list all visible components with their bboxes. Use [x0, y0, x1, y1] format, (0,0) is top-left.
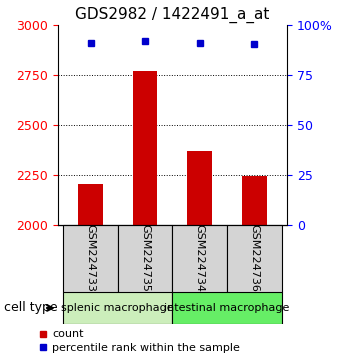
Text: GSM224733: GSM224733 — [85, 224, 96, 292]
Legend: count, percentile rank within the sample: count, percentile rank within the sample — [39, 330, 240, 353]
Bar — [172, 292, 281, 324]
Bar — [187, 151, 212, 225]
Bar — [78, 184, 103, 225]
Bar — [63, 292, 172, 324]
Text: GSM224736: GSM224736 — [249, 224, 259, 292]
Bar — [118, 225, 172, 292]
Text: GSM224734: GSM224734 — [195, 224, 205, 292]
Text: cell type: cell type — [4, 302, 57, 314]
Bar — [63, 225, 118, 292]
Text: GSM224735: GSM224735 — [140, 224, 150, 292]
Title: GDS2982 / 1422491_a_at: GDS2982 / 1422491_a_at — [75, 7, 270, 23]
Bar — [242, 176, 267, 225]
Bar — [227, 225, 281, 292]
Text: intestinal macrophage: intestinal macrophage — [164, 303, 290, 313]
Bar — [133, 71, 158, 225]
Text: splenic macrophage: splenic macrophage — [62, 303, 174, 313]
Bar — [172, 225, 227, 292]
